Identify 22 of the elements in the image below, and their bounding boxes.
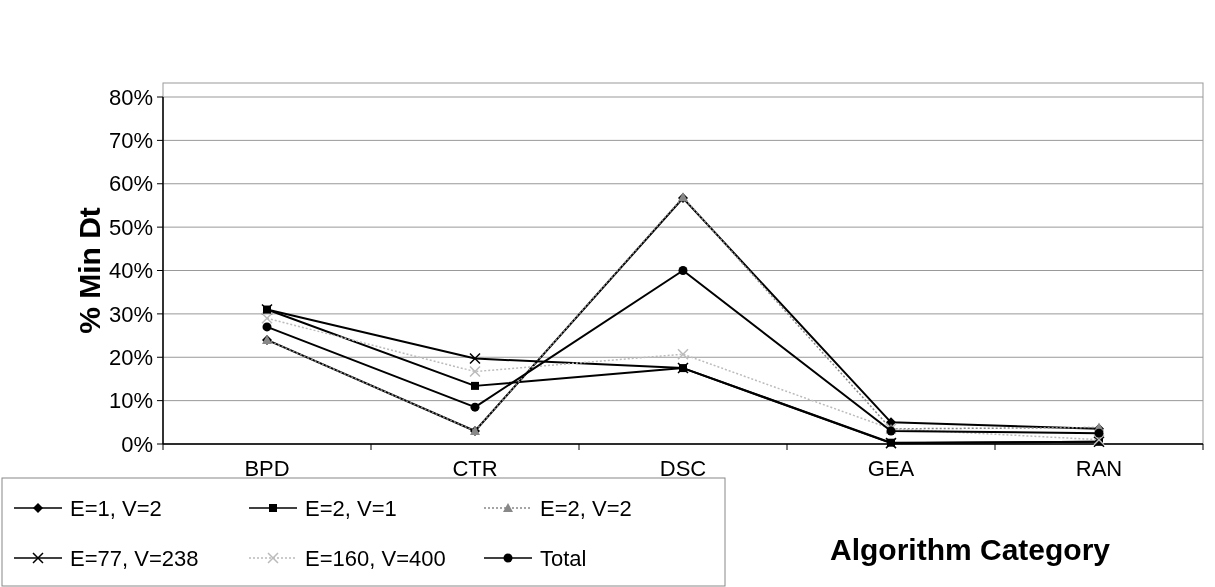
y-tick-label: 70% xyxy=(108,128,153,154)
legend-label: E=77, V=238 xyxy=(70,545,199,571)
legend-label: E=2, V=1 xyxy=(305,495,397,521)
y-tick-label: 60% xyxy=(108,171,153,197)
y-tick-label: 0% xyxy=(121,431,153,457)
y-tick-label: 20% xyxy=(108,344,153,370)
x-axis-title: Algorithm Category xyxy=(829,533,1111,566)
y-tick-label: 80% xyxy=(108,84,153,110)
x-tick-label: CTR xyxy=(452,456,498,481)
x-tick-label: GEA xyxy=(867,456,915,481)
legend-label: Total xyxy=(540,545,587,571)
legend-label: E=1, V=2 xyxy=(70,495,162,521)
y-tick-label: 40% xyxy=(108,258,153,284)
legend-label: E=160, V=400 xyxy=(305,545,446,571)
y-tick-label: 50% xyxy=(108,214,153,240)
y-tick-label: 10% xyxy=(108,388,153,414)
x-tick-label: BPD xyxy=(244,456,290,481)
y-axis-title: % Min Dt xyxy=(73,207,106,334)
x-tick-label: RAN xyxy=(1075,456,1123,481)
x-tick-label: DSC xyxy=(659,456,707,481)
legend-label: E=2, V=2 xyxy=(540,495,632,521)
y-tick-label: 30% xyxy=(108,301,153,327)
